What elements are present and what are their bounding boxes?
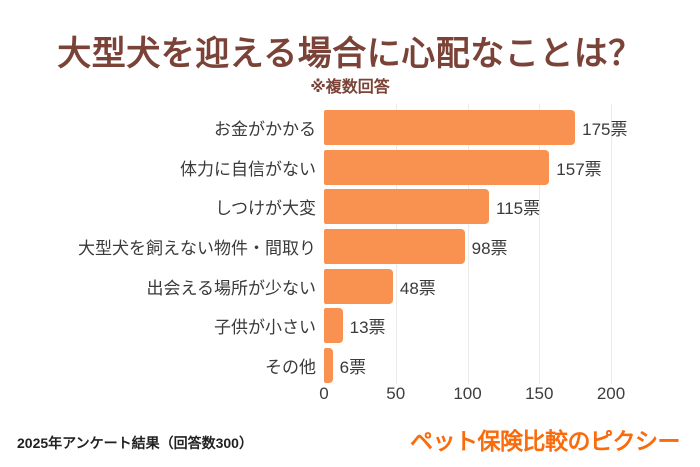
bar-row: 大型犬を飼えない物件・間取り 98票: [0, 229, 700, 265]
gridline: [467, 104, 469, 384]
value-label: 115票: [496, 199, 541, 219]
bar-row: 子供が小さい 13票: [0, 308, 700, 344]
bar: [324, 189, 490, 225]
x-tick-label: 100: [453, 384, 482, 403]
subtitle-note: ※複数回答: [310, 79, 390, 96]
x-tick-label: 50: [386, 384, 406, 403]
bar-track: 98票: [324, 229, 700, 265]
value-label: 48票: [399, 278, 436, 298]
bar-track: 13票: [324, 308, 700, 344]
bar-row: その他 6票: [0, 348, 700, 384]
x-axis: 0 50 100 150 200: [0, 384, 700, 406]
bar: [324, 149, 550, 185]
category-label: 子供が小さい: [214, 318, 316, 338]
bar-track: 175票: [324, 110, 700, 145]
bar-row: しつけが大変 115票: [0, 189, 700, 225]
bar: [324, 110, 576, 145]
gridline: [539, 104, 541, 384]
source-note: 2025年アンケート結果（回答数300）: [17, 435, 253, 451]
brand-logo: ペット保険比較のピクシー: [410, 428, 681, 454]
bar: [324, 308, 343, 344]
bar: [324, 348, 333, 384]
bar-row: 体力に自信がない 157票: [0, 149, 700, 185]
bar-track: 157票: [324, 149, 700, 185]
gridline: [611, 104, 612, 384]
value-label: 6票: [339, 358, 367, 378]
page-title: 大型犬を迎える場合に心配なことは？: [57, 35, 643, 73]
category-label: 大型犬を飼えない物件・間取り: [78, 239, 316, 259]
value-label: 157票: [556, 159, 602, 179]
value-label: 13票: [349, 318, 386, 338]
bar-track: 6票: [324, 348, 700, 384]
bar-row: お金がかかる 175票: [0, 110, 700, 145]
bar: [324, 229, 465, 265]
value-label: 175票: [582, 120, 628, 139]
x-tick-label: 200: [596, 384, 626, 403]
category-label: しつけが大変: [215, 199, 316, 219]
bar-track: 115票: [324, 189, 700, 225]
x-tick-label: 0: [319, 384, 329, 403]
category-label: その他: [265, 358, 316, 378]
x-tick-label: 150: [525, 384, 554, 403]
bar: [324, 268, 393, 304]
bar-row: 出会える場所が少ない 48票: [0, 268, 700, 304]
category-label: 体力に自信がない: [180, 159, 316, 179]
category-label: お金がかかる: [214, 120, 316, 139]
category-label: 出会える場所が少ない: [146, 278, 317, 298]
value-label: 98票: [471, 239, 508, 259]
bar-track: 48票: [324, 268, 700, 304]
bar-rows: お金がかかる 175票体力に自信がない 157票しつけが大変 115票大型犬を飼えない…: [0, 110, 700, 388]
